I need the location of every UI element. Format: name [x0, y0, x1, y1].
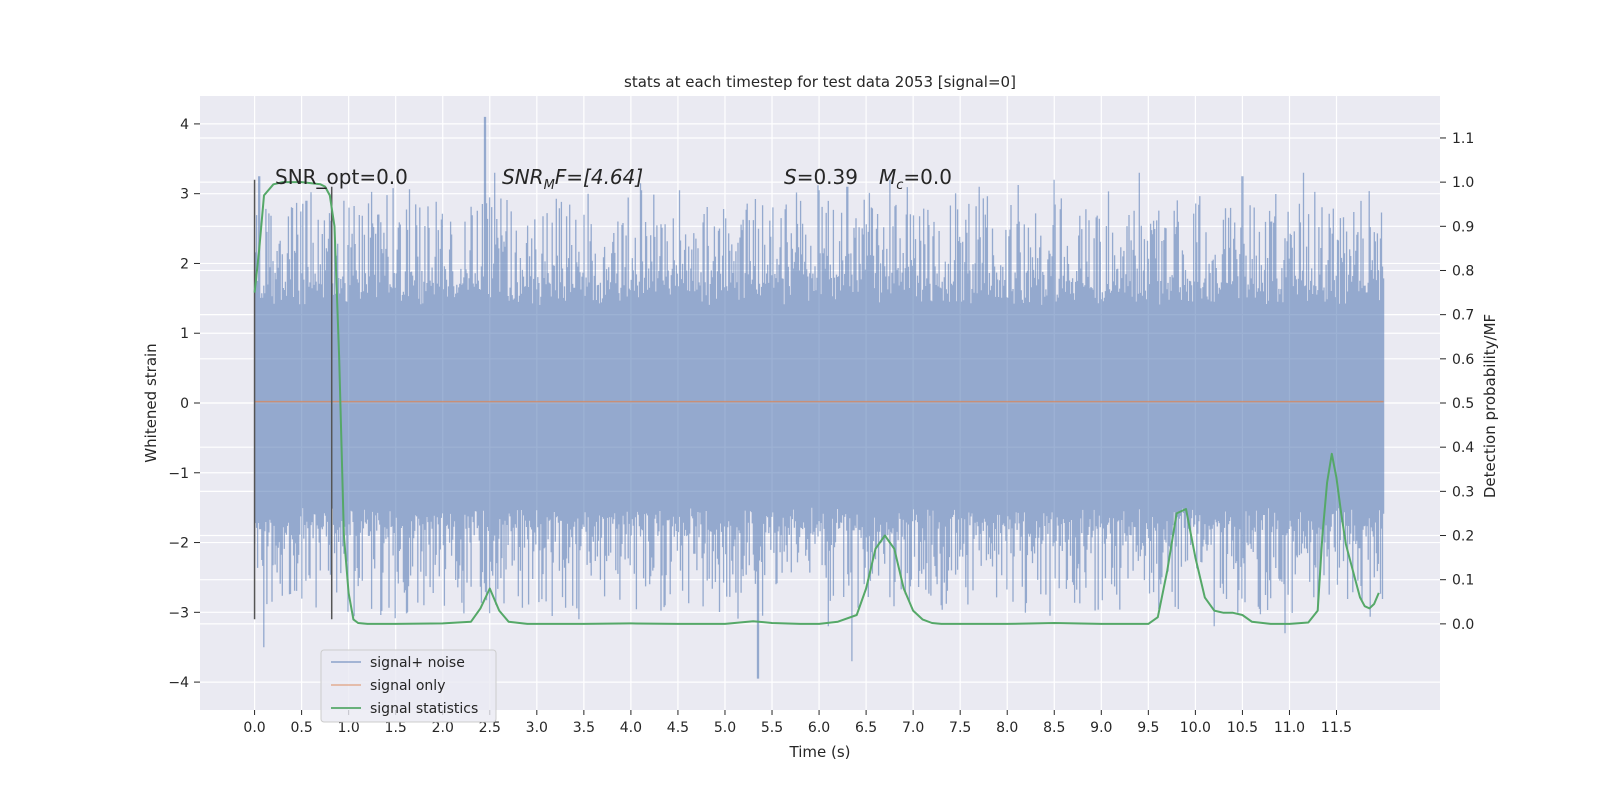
y-tick-label: −4 [168, 675, 189, 691]
x-tick-label: 1.0 [338, 720, 360, 736]
x-tick-label: 10.0 [1180, 720, 1211, 736]
legend-frame [320, 649, 497, 723]
x-tick-label: 10.5 [1227, 720, 1258, 736]
y-tick-label: 1 [180, 326, 189, 342]
legend-label-signal-plus-noise: signal+ noise [370, 655, 465, 671]
y-tick-label: −2 [168, 536, 189, 552]
x-tick-label: 2.5 [479, 720, 501, 736]
y2-tick-label: 0.6 [1452, 352, 1474, 368]
y2-tick-label: 0.9 [1452, 219, 1474, 235]
x-tick-label: 4.0 [620, 720, 642, 736]
y2-axis-label: Detection probability/MF [1481, 314, 1499, 498]
x-tick-label: 0.0 [243, 720, 265, 736]
annotation-mc-rest: =0.0 [903, 165, 952, 189]
annotation-snr-mf-sub: M [544, 178, 555, 193]
y2-tick-label: 0.4 [1452, 440, 1474, 456]
legend-label-signal-only: signal only [370, 678, 445, 694]
marker-lines [253, 179, 333, 620]
annotation-mc-main: M [879, 165, 896, 189]
x-tick-label: 5.0 [714, 720, 736, 736]
annotation-mc-value: Mc=0.0 [879, 165, 952, 193]
y2-tick-label: 0.0 [1452, 617, 1474, 633]
x-tick-label: 8.0 [996, 720, 1018, 736]
x-tick-label: 9.5 [1137, 720, 1159, 736]
y2-tick-label: 1.1 [1452, 131, 1474, 147]
x-tick-label: 6.5 [855, 720, 877, 736]
x-tick-label: 6.0 [808, 720, 830, 736]
legend: signal+ noise signal only signal statist… [320, 649, 497, 723]
annotation-snr-mf-main: SNR [502, 165, 544, 189]
x-tick-label: 7.5 [949, 720, 971, 736]
y2-tick-label: 0.7 [1452, 308, 1474, 324]
annotation-snr-mf-f: F=[4.64] [555, 165, 643, 189]
y-tick-label: 2 [180, 256, 189, 272]
x-tick-label: 4.5 [667, 720, 689, 736]
x-tick-label: 3.5 [573, 720, 595, 736]
x-tick-label: 1.5 [385, 720, 407, 736]
x-tick-label: 8.5 [1043, 720, 1065, 736]
y-axis-label: Whitened strain [142, 343, 160, 462]
annotation-mc-sub: c [896, 178, 903, 193]
y-tick-label: 4 [180, 117, 189, 133]
y-tick-label: −3 [168, 605, 189, 621]
y-tick-label: 3 [180, 187, 189, 203]
y-tick-label: 0 [180, 396, 189, 412]
x-tick-label: 9.0 [1090, 720, 1112, 736]
right-axis-ticks: 0.0 0.1 0.2 0.3 0.4 0.5 0.6 0.7 0.8 0.9 1.0 1.1 [1440, 131, 1474, 633]
signal-statistics-line [253, 181, 1380, 625]
x-tick-label: 7.0 [902, 720, 924, 736]
annotation-s-rest: =0.39 [797, 165, 858, 189]
legend-label-signal-statistics: signal statistics [370, 701, 478, 717]
x-axis-label: Time (s) [789, 743, 851, 761]
x-tick-label: 5.5 [761, 720, 783, 736]
annotation-snr-mf: SNRMF=[4.64] [502, 165, 643, 193]
annotation-snr-opt: SNR_opt=0.0 [275, 165, 408, 189]
x-tick-label: 3.0 [526, 720, 548, 736]
x-tick-label: 2.0 [432, 720, 454, 736]
y2-tick-label: 0.2 [1452, 529, 1474, 545]
annotation-s-main: S [784, 165, 797, 189]
annotation-s-value: S=0.39 [784, 165, 858, 189]
x-axis-ticks: 0.0 0.5 1.0 1.5 2.0 2.5 3.0 3.5 4.0 4.5 5.0 5.5 6.0 6… [243, 710, 1352, 736]
series-signal-statistics [253, 181, 1380, 625]
chart-title: stats at each timestep for test data 205… [624, 73, 1016, 91]
x-tick-label: 11.5 [1321, 720, 1352, 736]
y2-tick-label: 0.5 [1452, 396, 1474, 412]
y2-tick-label: 1.0 [1452, 175, 1474, 191]
y2-tick-label: 0.8 [1452, 263, 1474, 279]
x-tick-label: 11.0 [1274, 720, 1305, 736]
y-tick-label: −1 [168, 466, 189, 482]
left-axis-ticks: −4 −3 −2 −1 0 1 2 3 4 [168, 117, 200, 691]
x-tick-label: 0.5 [290, 720, 312, 736]
y2-tick-label: 0.3 [1452, 484, 1474, 500]
y2-tick-label: 0.1 [1452, 573, 1474, 589]
